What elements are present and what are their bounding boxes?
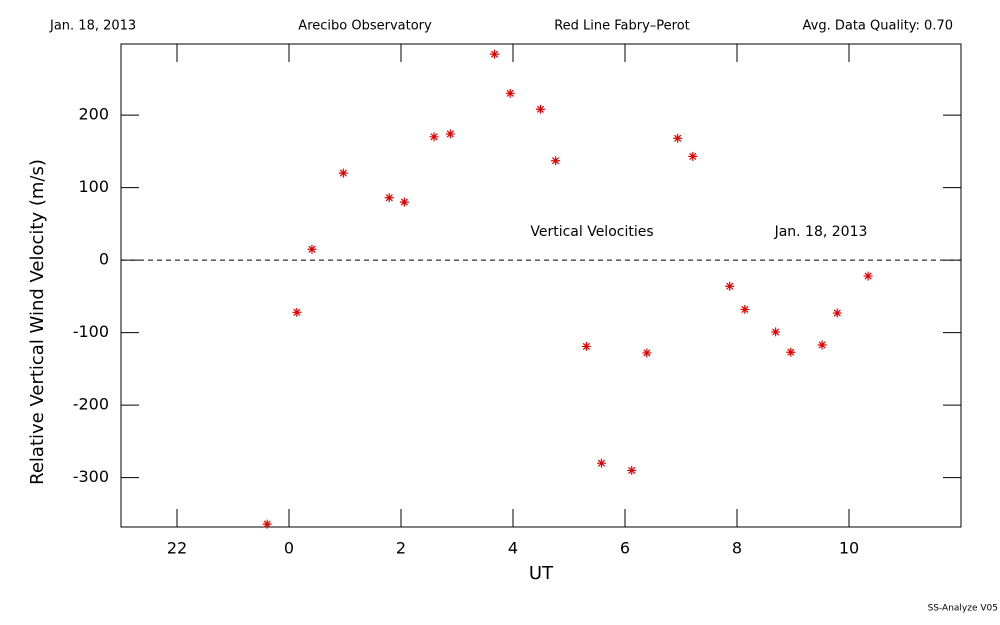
x-tick-label: 0 [284,539,294,558]
y-tick-label: -200 [73,395,109,414]
footer: SS-Analyze V05 [928,604,998,614]
point [786,347,796,357]
point [384,193,394,203]
point [832,308,842,318]
point [292,307,302,317]
y-tick-label: 200 [78,105,109,124]
annotation: Vertical Velocities [530,224,653,240]
x-tick-label: 4 [508,539,518,558]
y-tick-label: -300 [73,467,109,486]
plot-frame [120,43,962,528]
point [490,49,500,59]
header-instrument: Red Line Fabry–Perot [554,19,690,34]
point [688,151,698,161]
point [399,197,409,207]
point [551,156,561,166]
x-axis-label: UT [529,563,554,584]
y-tick-label: 100 [78,177,109,196]
x-tick-label: 10 [839,539,859,558]
y-tick-label: -100 [73,322,109,341]
point [535,104,545,114]
point [740,304,750,314]
point [338,168,348,178]
point [673,133,683,143]
point [642,348,652,358]
point [863,271,873,281]
header-quality: Avg. Data Quality: 0.70 [803,19,953,34]
point [262,519,272,529]
x-tick-label: 2 [396,539,406,558]
x-tick-label: 22 [167,539,187,558]
x-tick-label: 8 [732,539,742,558]
x-tick-label: 6 [620,539,630,558]
point [627,465,637,475]
point [596,458,606,468]
y-tick-label: 0 [99,250,109,269]
annotation: Jan. 18, 2013 [774,224,868,240]
point [505,88,515,98]
point [771,327,781,337]
point [429,132,439,142]
header-site: Arecibo Observatory [298,19,432,34]
point [307,244,317,254]
y-axis-label: Relative Vertical Wind Velocity (m/s) [27,159,48,485]
point [445,129,455,139]
point [725,281,735,291]
point [581,341,591,351]
header-date: Jan. 18, 2013 [49,19,136,34]
point [817,340,827,350]
